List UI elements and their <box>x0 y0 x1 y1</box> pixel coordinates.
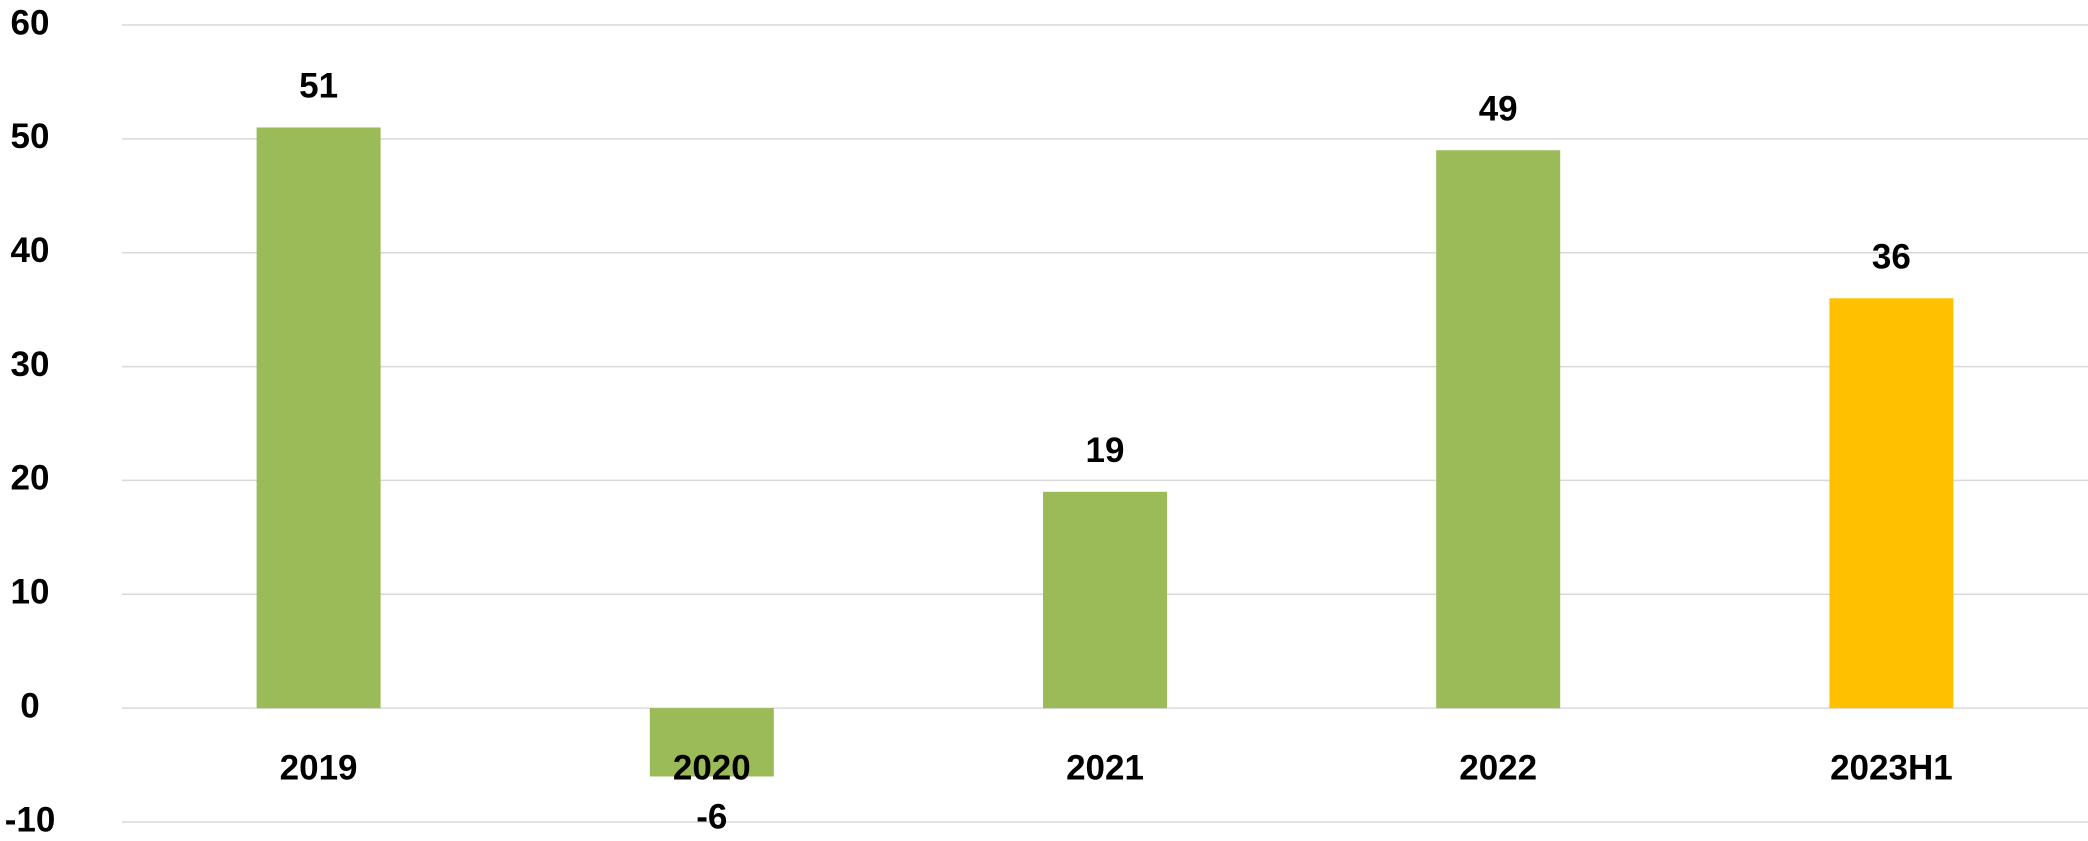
y-tick-label: 50 <box>11 117 50 156</box>
y-tick-label: 10 <box>11 573 50 612</box>
x-tick-label: 2019 <box>280 748 358 787</box>
y-tick-label: 20 <box>11 459 50 498</box>
value-label: 36 <box>1872 238 1911 277</box>
bar <box>1043 491 1167 709</box>
x-tick-label: 2023H1 <box>1830 748 1953 787</box>
bar <box>1436 150 1561 709</box>
y-tick-label: 30 <box>11 345 50 384</box>
value-label: 49 <box>1479 89 1518 128</box>
value-label: 51 <box>299 67 338 106</box>
y-tick-label: 60 <box>11 3 50 42</box>
x-tick-label: 2021 <box>1066 748 1144 787</box>
value-label: 19 <box>1086 431 1125 470</box>
x-tick-label: 2020 <box>673 748 751 787</box>
y-tick-label: 0 <box>20 686 39 725</box>
bar <box>1829 298 1954 709</box>
x-tick-label: 2022 <box>1459 748 1537 787</box>
y-tick-label: -10 <box>5 800 56 839</box>
value-label: -6 <box>696 798 727 837</box>
bar <box>649 708 774 777</box>
y-tick-label: 40 <box>11 231 50 270</box>
bar <box>256 127 381 709</box>
